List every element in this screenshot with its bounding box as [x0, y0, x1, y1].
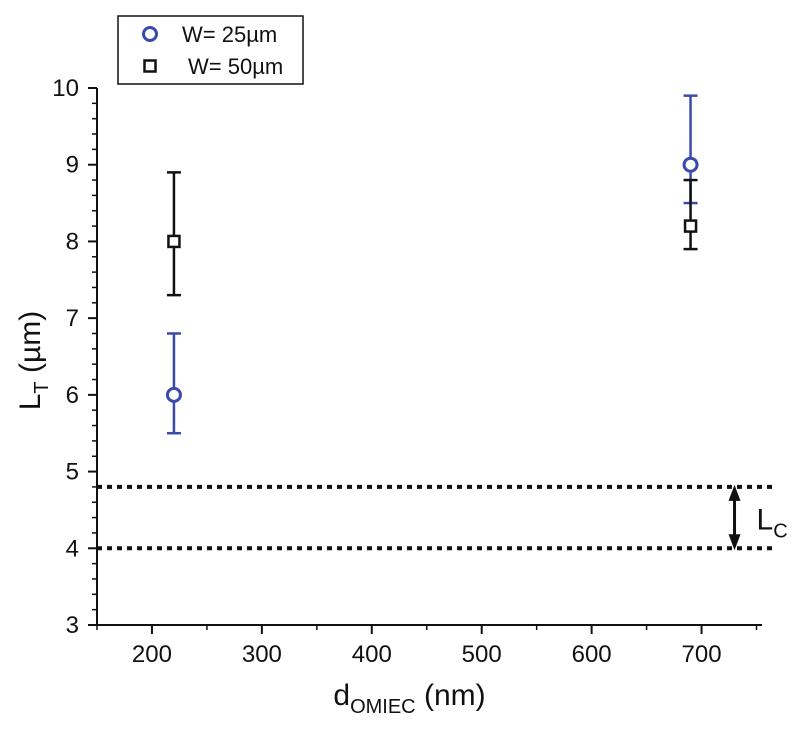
x-tick-label: 600 — [572, 641, 612, 668]
legend-marker-circle — [142, 26, 158, 42]
y-tick-label: 10 — [52, 75, 79, 102]
y-tick-label: 5 — [66, 459, 79, 486]
legend-marker-square — [143, 59, 157, 73]
series-layer — [165, 94, 699, 435]
data-point-circle — [165, 386, 182, 403]
data-point-square — [167, 234, 181, 249]
x-tick-label: 700 — [682, 641, 722, 668]
error-bar — [166, 332, 181, 435]
x-tick-label: 200 — [132, 641, 172, 668]
data-point-circle — [682, 156, 699, 173]
x-axis-title-unit: (nm) — [416, 679, 486, 712]
lc-arrow — [728, 484, 741, 551]
series-w25 — [165, 94, 699, 435]
reference-lines — [97, 484, 772, 551]
y-tick-label: 8 — [66, 228, 79, 255]
x-axis-title: dOMIEC (nm) — [333, 679, 485, 718]
y-tick-label: 3 — [66, 612, 79, 639]
lc-label: LC — [757, 504, 788, 543]
y-axis-title: LT (µm) — [14, 311, 53, 411]
x-tick-label: 300 — [242, 641, 282, 668]
y-axis-title-unit: (µm) — [14, 311, 47, 382]
y-axis-title-main: L — [14, 394, 47, 411]
y-tick-label: 4 — [66, 535, 79, 562]
x-axis-title-main: d — [333, 679, 350, 712]
y-tick-label: 7 — [66, 305, 79, 332]
x-axis-title-sub: OMIEC — [350, 696, 416, 718]
legend: W= 25µm W= 50µm — [117, 15, 304, 85]
y-tick-label: 6 — [66, 382, 79, 409]
legend-label: W= 25µm — [182, 22, 277, 47]
x-tick-label: 400 — [352, 641, 392, 668]
legend-label: W= 50µm — [188, 54, 283, 79]
y-tick-label: 9 — [66, 152, 79, 179]
axes: 200 300 400 500 600 700 3 4 5 6 7 8 9 10 dOMIEC (nm) LT… — [14, 75, 762, 718]
annotation-layer: LC — [728, 484, 788, 551]
data-point-square — [683, 219, 698, 233]
error-bar — [166, 171, 181, 297]
y-axis-title-sub: T — [31, 381, 53, 393]
error-bar — [683, 178, 698, 251]
series-w50 — [166, 171, 698, 297]
x-tick-label: 500 — [462, 641, 502, 668]
